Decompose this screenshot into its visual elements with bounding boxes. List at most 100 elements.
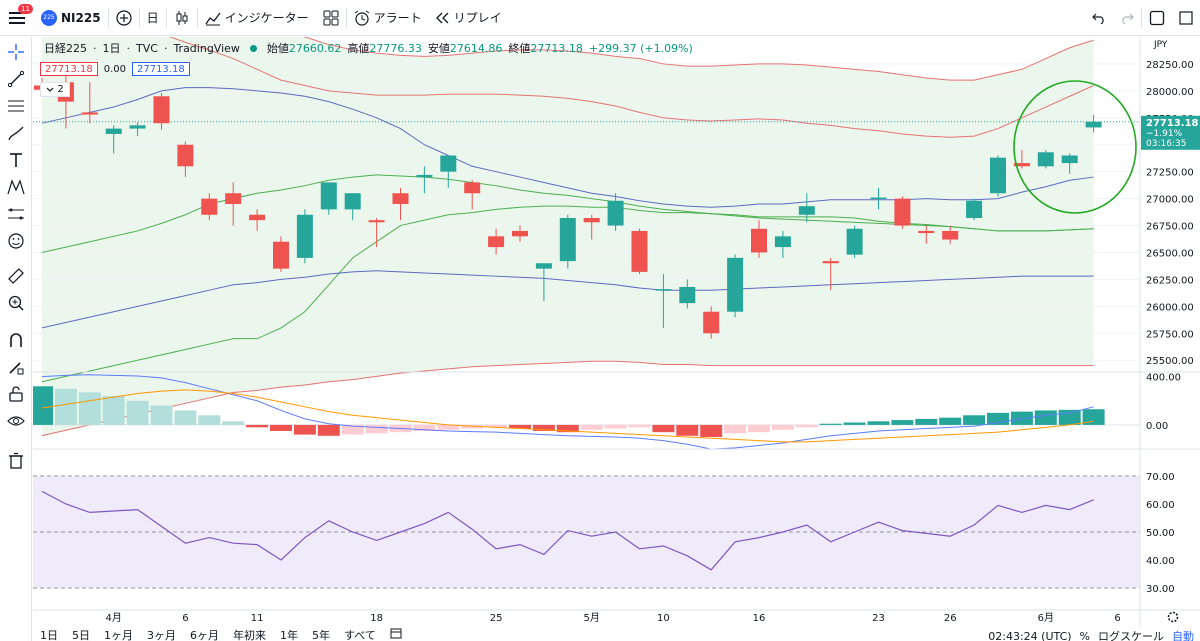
chart-canvas[interactable]: JPY25500.0025750.0026000.0026250.0026500… (33, 37, 1200, 627)
fullscreen-button[interactable] (1172, 0, 1200, 36)
legend-platform: TradingView (173, 41, 240, 55)
candle-body (942, 230, 959, 240)
candle-body (177, 144, 194, 167)
rsi-tick-label: 30.00 (1146, 584, 1175, 595)
ruler-icon (8, 268, 24, 284)
prediction-tool[interactable] (5, 203, 27, 225)
candle-body (392, 193, 409, 204)
macd-histogram-bar (341, 424, 364, 435)
macd-histogram-bar (198, 415, 221, 425)
price-tick-label: 28250.00 (1146, 60, 1194, 71)
macd-histogram-bar (867, 421, 890, 425)
time-tick-label: 6 (182, 613, 188, 624)
calendar-icon (390, 628, 402, 639)
undo-button[interactable] (1085, 0, 1113, 36)
time-tick-label: 26 (944, 613, 957, 624)
time-tick-label: 6月 (1038, 612, 1054, 624)
low-label: 安値 (427, 42, 450, 55)
layout-button[interactable] (1142, 0, 1172, 36)
lock-drawings-tool[interactable] (5, 383, 27, 405)
percent-toggle[interactable]: % (1079, 629, 1090, 641)
pattern-tool[interactable] (5, 176, 27, 198)
close-label: 終値 (508, 42, 531, 55)
range-button-6[interactable]: 1年 (280, 628, 298, 641)
brush-tool[interactable] (5, 122, 27, 144)
candle-body (416, 174, 433, 178)
macd-histogram-bar (365, 424, 388, 434)
rsi-tick-label: 70.00 (1146, 472, 1175, 483)
indicator-chart-icon (205, 12, 221, 25)
range-button-2[interactable]: 1ヶ月 (104, 628, 133, 641)
macd-histogram-bar (33, 386, 53, 425)
interval-button[interactable]: 日 (140, 0, 166, 36)
remove-drawings-tool[interactable] (5, 450, 27, 472)
candle-body (1061, 155, 1078, 164)
utc-time[interactable]: 02:43:24 (UTC) (988, 629, 1072, 641)
macd-histogram-bar (628, 424, 651, 428)
range-button-5[interactable]: 年初来 (233, 628, 266, 641)
price-tick-label: 27250.00 (1146, 168, 1194, 179)
replay-button[interactable]: リプレイ (429, 0, 509, 36)
bb-upper-inner-line (168, 37, 1094, 138)
settings-gear-icon (1167, 611, 1179, 623)
macd-histogram-bar (461, 424, 484, 429)
macd-histogram-bar (676, 424, 699, 436)
sell-price-button[interactable]: 27713.18 (40, 62, 98, 76)
macd-histogram-bar (748, 424, 770, 433)
templates-button[interactable] (316, 0, 346, 36)
macd-histogram-bar (987, 412, 1009, 425)
ruler-tool[interactable] (5, 265, 27, 287)
symbol-search-button[interactable]: 225 NI225 (34, 0, 108, 36)
text-tool[interactable] (5, 149, 27, 171)
redo-button[interactable] (1113, 0, 1141, 36)
compare-symbol-button[interactable] (109, 0, 139, 36)
range-button-0[interactable]: 1日 (40, 628, 58, 641)
range-button-8[interactable]: すべて (344, 628, 376, 641)
log-scale-toggle[interactable]: ログスケール (1098, 630, 1164, 641)
price-tick-label: 26250.00 (1146, 275, 1194, 286)
macd-histogram-bar (509, 424, 531, 429)
macd-histogram-bar (700, 424, 723, 437)
hide-drawings-tool[interactable] (5, 410, 27, 432)
pencil-lock-icon (9, 362, 24, 375)
magnet-tool[interactable] (5, 329, 27, 351)
chart-type-button[interactable] (167, 0, 197, 36)
zoom-tool[interactable] (5, 292, 27, 314)
range-button-1[interactable]: 5日 (72, 628, 90, 641)
candle-body (129, 125, 146, 129)
candle-body (607, 200, 624, 226)
trend-line-tool[interactable] (5, 68, 27, 90)
fib-tool[interactable] (5, 95, 27, 117)
icon-tool[interactable] (5, 230, 27, 252)
indicators-toggle-button[interactable]: 2 (40, 82, 70, 97)
auto-scale-toggle[interactable]: 自動 (1172, 630, 1194, 641)
indicator-count: 2 (57, 84, 64, 95)
main-menu-button[interactable]: 11 (0, 0, 34, 36)
crosshair-tool[interactable] (5, 41, 27, 63)
indicators-button[interactable]: インジケーター (198, 0, 316, 36)
candle-body (583, 218, 600, 223)
buy-price-button[interactable]: 27713.18 (131, 62, 190, 76)
time-tick-label: 4月 (106, 612, 122, 624)
candle-body (153, 96, 170, 124)
range-button-4[interactable]: 6ヶ月 (190, 628, 219, 641)
range-button-3[interactable]: 3ヶ月 (147, 628, 176, 641)
divider (107, 7, 109, 28)
alert-button[interactable]: アラート (347, 0, 429, 36)
undo-icon (1092, 13, 1104, 24)
divider (138, 7, 140, 28)
time-tick-label: 23 (872, 613, 885, 624)
candle-body (1085, 121, 1102, 128)
plus-circle-icon (115, 9, 132, 26)
high-label: 高値 (347, 42, 370, 55)
bb-lower-outer-line (41, 360, 1094, 437)
candle-body (870, 197, 887, 200)
candle-body (201, 198, 218, 215)
legend-symbol-name[interactable]: 日経225 (44, 42, 87, 55)
date-range-group: 1日 5日 1ヶ月 3ヶ月 6ヶ月 年初来 1年 5年 すべて (33, 627, 383, 641)
axes: JPY25500.0025750.0026000.0026250.0026500… (33, 37, 1200, 627)
goto-date-button[interactable] (383, 627, 409, 641)
stay-in-drawing-tool[interactable] (5, 356, 27, 378)
range-button-7[interactable]: 5年 (312, 628, 330, 641)
interval-label: 日 (146, 11, 159, 25)
